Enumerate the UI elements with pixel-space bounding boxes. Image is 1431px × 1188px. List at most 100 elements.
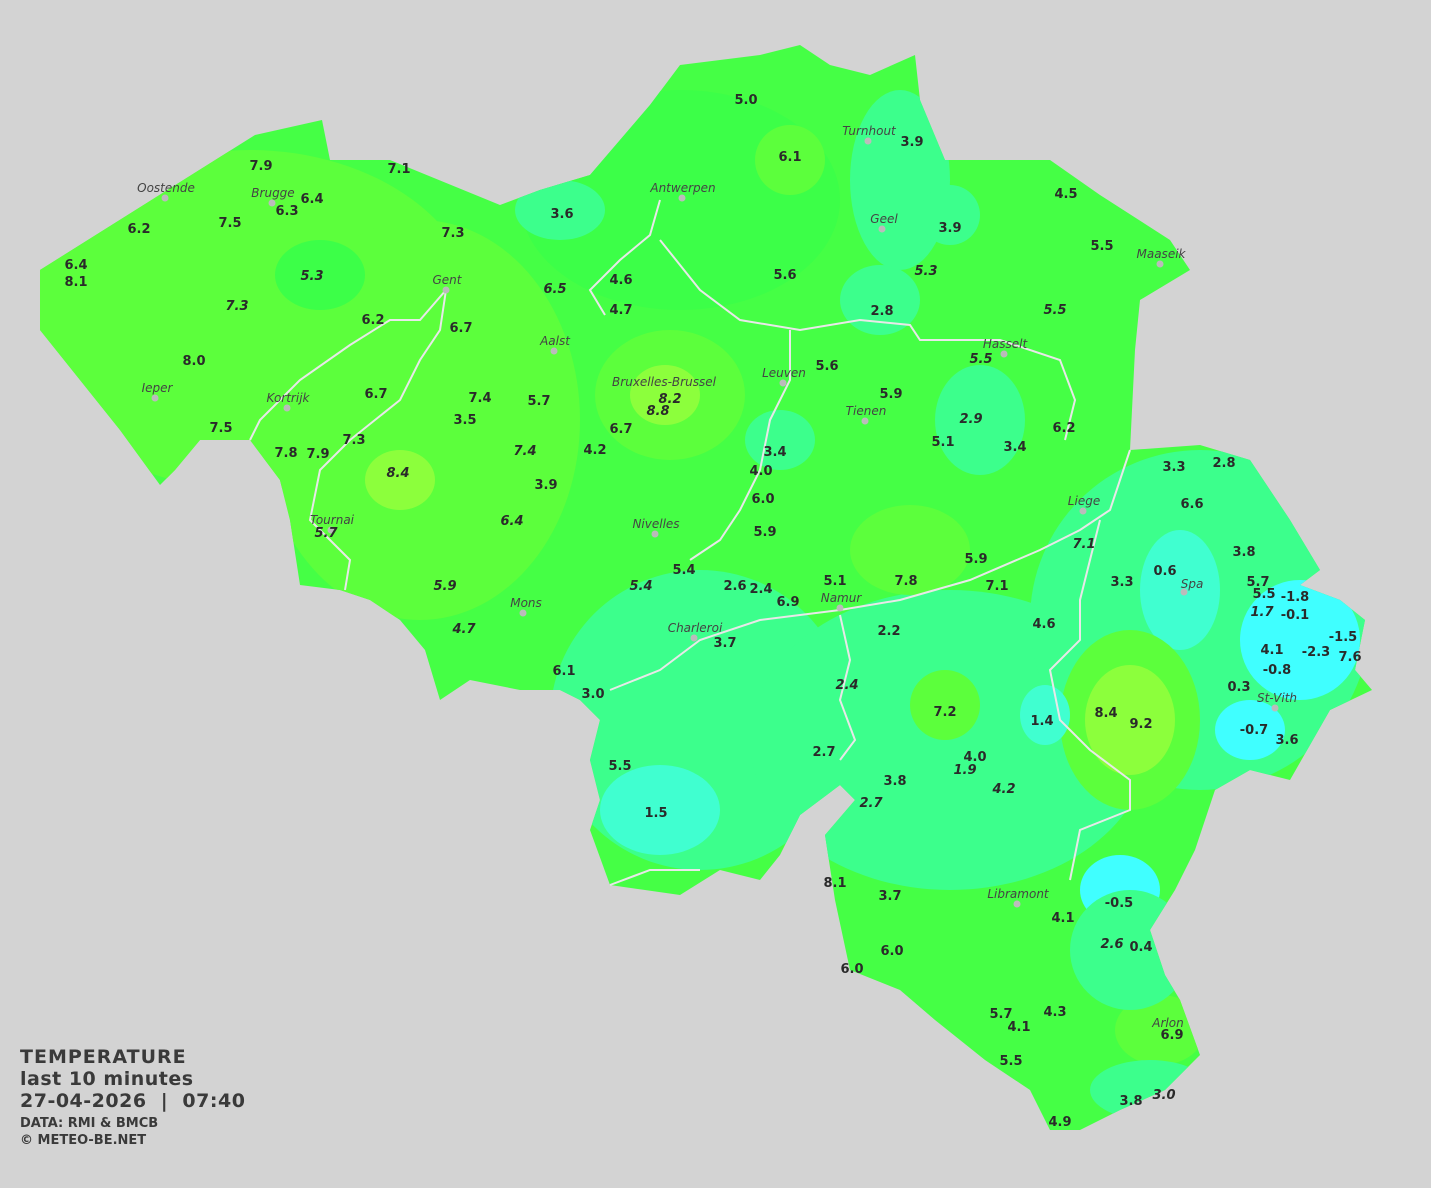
- station-temperature: 3.3: [1162, 460, 1185, 475]
- city-label: Geel: [870, 212, 898, 226]
- city-label: Tienen: [846, 404, 887, 418]
- station-temperature: -0.8: [1263, 663, 1291, 678]
- station-temperature: 5.5: [1043, 303, 1066, 318]
- station-temperature: 7.1: [985, 579, 1008, 594]
- city-label: Libramont: [987, 887, 1050, 901]
- station-temperature: 5.7: [989, 1007, 1012, 1022]
- station-temperature: 5.5: [999, 1054, 1022, 1069]
- city-label: Liege: [1068, 494, 1100, 508]
- city-label: Turnhout: [842, 124, 897, 138]
- station-temperature: 8.1: [64, 275, 87, 290]
- station-temperature: 3.0: [1152, 1088, 1175, 1103]
- station-temperature: 6.9: [776, 595, 799, 610]
- station-temperature: 2.7: [812, 745, 835, 760]
- contour-zone: [920, 185, 980, 245]
- city-label: Spa: [1181, 577, 1204, 591]
- station-temperature: 6.4: [64, 258, 87, 273]
- station-temperature: 6.0: [751, 492, 774, 507]
- province-borders: [249, 199, 1131, 886]
- city-dot: [690, 634, 698, 642]
- station-temperature: 6.7: [609, 422, 632, 437]
- station-temperature: -2.3: [1302, 645, 1330, 660]
- station-temperature: 1.5: [644, 806, 667, 821]
- city-dot: [161, 194, 169, 202]
- contour-zone: [935, 365, 1025, 475]
- contour-zone: [600, 765, 720, 855]
- city-dot: [1180, 588, 1188, 596]
- station-temperature: 0.4: [1129, 940, 1152, 955]
- station-temperature: 3.8: [1119, 1094, 1142, 1109]
- province-border: [838, 614, 857, 761]
- station-temperature: 3.9: [938, 221, 961, 236]
- station-temperature: 5.0: [734, 93, 757, 108]
- station-temperature: 5.4: [672, 563, 695, 578]
- legend-source: DATA: RMI & BMCB: [20, 1116, 159, 1131]
- contour-zone: [850, 505, 970, 595]
- station-temperature: -1.5: [1329, 630, 1357, 645]
- city-dot: [327, 526, 335, 534]
- station-temperature: 7.2: [933, 705, 956, 720]
- station-temperature: -0.5: [1105, 896, 1133, 911]
- station-temperature: 8.4: [386, 466, 409, 481]
- station-temperature: 7.3: [441, 226, 464, 241]
- station-temperature: 5.3: [300, 269, 323, 284]
- station-temperature: 5.6: [815, 359, 838, 374]
- station-temperature: 1.9: [953, 763, 976, 778]
- station-temperature: 7.4: [468, 391, 491, 406]
- province-border: [659, 239, 1077, 441]
- province-border: [308, 289, 447, 591]
- city-label: Maaseik: [1137, 247, 1187, 261]
- station-temperature: 5.5: [608, 759, 631, 774]
- city-label: Gent: [433, 273, 463, 287]
- city-label: Namur: [821, 591, 863, 605]
- city-dot: [1271, 704, 1279, 712]
- city-dot: [283, 404, 291, 412]
- city-label: Charleroi: [668, 621, 723, 635]
- station-temperature: 5.6: [773, 268, 796, 283]
- contour-zone: [850, 90, 950, 270]
- station-temperature: 7.9: [249, 159, 272, 174]
- station-temperature: 6.0: [840, 962, 863, 977]
- city-dot: [442, 286, 450, 294]
- city-label: Hasselt: [983, 337, 1029, 351]
- station-temperature: 5.3: [914, 264, 937, 279]
- station-temperature: 5.5: [1252, 587, 1275, 602]
- station-temperature: 4.6: [1032, 617, 1055, 632]
- station-temperature: 7.8: [894, 574, 917, 589]
- province-border: [609, 449, 1131, 691]
- city-dot: [779, 379, 787, 387]
- legend-period: last 10 minutes: [20, 1068, 194, 1090]
- station-temperature: 7.6: [1338, 650, 1361, 665]
- station-temperature: 4.1: [1051, 911, 1074, 926]
- station-temperature: 2.2: [877, 624, 900, 639]
- station-temperature: 3.8: [883, 774, 906, 789]
- station-temperature: 2.4: [749, 582, 772, 597]
- station-temperature: 4.3: [1043, 1005, 1066, 1020]
- city-dot: [268, 199, 276, 207]
- contour-zone: [840, 265, 920, 335]
- station-temperature: 5.9: [964, 552, 987, 567]
- province-border: [1048, 519, 1131, 881]
- legend-datetime: 27-04-2026 | 07:40: [20, 1090, 246, 1112]
- station-temperature: 3.9: [534, 478, 557, 493]
- city-label: Nivelles: [632, 517, 679, 531]
- station-temperature: 3.0: [581, 687, 604, 702]
- city-label: Aalst: [539, 334, 571, 348]
- city-label: Antwerpen: [649, 181, 715, 195]
- station-temperature: 5.1: [931, 435, 954, 450]
- station-temperature: 6.2: [1052, 421, 1075, 436]
- station-temperature: 6.5: [543, 282, 566, 297]
- station-temperature: 3.3: [1110, 575, 1133, 590]
- station-temperature: 5.7: [527, 394, 550, 409]
- station-temperature: 6.6: [1180, 497, 1203, 512]
- city-dot: [151, 394, 159, 402]
- station-temperature: 2.8: [870, 304, 893, 319]
- station-temperature: 5.7: [1246, 575, 1269, 590]
- station-temperature: 1.4: [1030, 714, 1053, 729]
- contour-zone: [630, 365, 700, 425]
- station-temperature: 6.3: [275, 204, 298, 219]
- station-temperature: 0.3: [1227, 680, 1250, 695]
- province-border: [249, 289, 447, 441]
- station-temperature: 7.4: [513, 444, 536, 459]
